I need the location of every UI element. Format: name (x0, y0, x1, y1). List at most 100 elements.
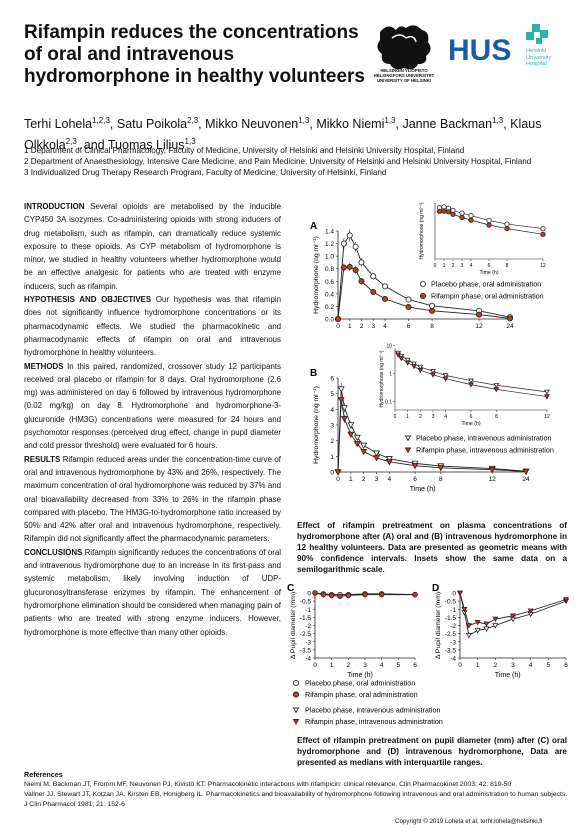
y-tick-label: 1.2 (325, 241, 334, 248)
data-point (469, 213, 473, 217)
data-point (353, 244, 358, 249)
series-0 (335, 383, 529, 475)
data-point (342, 416, 348, 421)
data-point (406, 297, 411, 302)
inset-x-tick-label: 4 (470, 263, 473, 269)
data-point (359, 279, 364, 284)
section-heading: METHODS (24, 362, 63, 371)
legend-label: Rifampin phase, intravenous administrati… (305, 717, 443, 726)
author-affiliation: 1,2,3 (92, 116, 110, 125)
y-tick-label: -3.5 (445, 647, 457, 654)
author-affiliation: 2,3 (187, 116, 198, 125)
y-tick-label: 0.0 (325, 317, 334, 324)
section: METHODS In this paired, randomized, cros… (24, 360, 281, 453)
data-point (406, 304, 411, 309)
author-name: Satu Poikola (117, 117, 187, 131)
data-point (371, 289, 376, 294)
data-point (347, 233, 352, 238)
inset-x-tick-label: 6 (470, 414, 473, 420)
data-point (371, 274, 376, 279)
author-affiliation: 1,3 (492, 116, 503, 125)
x-tick-label: 5 (397, 662, 401, 669)
data-point (443, 377, 447, 381)
inset-x-tick-label: 12 (540, 263, 546, 269)
data-point (469, 379, 473, 383)
inset-series-0 (437, 205, 545, 231)
affiliation-list: 1 Department of Clinical Pharmacology, F… (24, 145, 569, 178)
inset-x-tick-label: 6 (488, 263, 491, 269)
author-name: Terhi Lohela (24, 117, 92, 131)
data-point (361, 449, 367, 454)
university-logo: HELSINGIN YLIOPISTO HELSINGFORS UNIVERSIT… (370, 20, 438, 92)
inset-y-tick-label: 10 (386, 343, 392, 349)
data-point (338, 387, 344, 392)
data-point (293, 680, 298, 685)
caption-cd: Effect of rifampin pretreatment on pupil… (297, 735, 567, 768)
panel-label: D (432, 583, 439, 594)
y-tick-label: -0.5 (300, 599, 312, 606)
y-tick-label: 3 (330, 423, 334, 430)
x-axis-label: Time (h) (410, 486, 436, 493)
x-tick-label: 3 (363, 662, 367, 669)
data-point (418, 368, 422, 372)
y-tick-label: -2.5 (445, 631, 457, 638)
panel-label: B (310, 368, 317, 379)
y-axis-label: Δ Pupil diameter (mm) (435, 592, 442, 659)
data-point (545, 395, 549, 399)
data-point (361, 443, 367, 448)
legend: Placebo phase, intravenous administratio… (405, 434, 553, 455)
inset-x-tick-label: 0 (434, 263, 437, 269)
data-point (437, 209, 441, 213)
series-line (338, 389, 526, 472)
inset: 0 1 2 3 4 6 8 12Time (h)Hydromorphone (ng ml⁻¹) (419, 202, 546, 276)
data-point (374, 451, 380, 456)
y-tick-label: 1.0 (325, 254, 334, 261)
x-tick-label: 6 (407, 323, 411, 330)
data-point (429, 308, 434, 313)
series-1 (458, 591, 569, 628)
section: CONCLUSIONS Rifampin significantly reduc… (24, 546, 281, 639)
x-tick-label: 2 (362, 476, 366, 483)
inset-series-1 (437, 209, 545, 237)
data-point (420, 293, 425, 298)
inset-x-tick-label: 12 (544, 414, 550, 420)
x-tick-label: 5 (547, 662, 551, 669)
inset-x-tick-label: 0 (394, 414, 397, 420)
data-point (348, 423, 354, 428)
data-point (329, 593, 334, 598)
x-tick-label: 4 (383, 323, 387, 330)
data-point (467, 633, 472, 637)
y-tick-label: -4 (450, 656, 456, 663)
data-point (313, 591, 318, 596)
data-point (413, 592, 418, 597)
data-point (431, 373, 435, 377)
data-point (507, 316, 512, 321)
data-point (487, 223, 491, 227)
data-point (359, 260, 364, 265)
inset: 0 1 2 3 4 6 8 12Time (h)Hydromorphone (ng ml⁻¹)… (379, 343, 550, 427)
data-point (321, 592, 326, 597)
inset-x-tick-label: 2 (419, 414, 422, 420)
x-tick-label: 2 (360, 323, 364, 330)
x-tick-label: 0 (458, 662, 462, 669)
y-tick-label: 5 (330, 391, 334, 398)
y-tick-label: -1 (305, 607, 311, 614)
legend-cd: Placebo phase, oral administration Rifamp… (290, 677, 570, 729)
x-tick-label: 1 (349, 476, 353, 483)
copyright: Copyright © 2019 Lohela et al, terhi.loh… (395, 818, 542, 825)
x-tick-label: 1 (476, 662, 480, 669)
author-affiliation: 1,3 (384, 116, 395, 125)
legend-label: Placebo phase, oral administration (305, 679, 415, 688)
section-heading: HYPOTHESIS AND OBJECTIVES (24, 295, 151, 304)
x-tick-label: 3 (371, 323, 375, 330)
data-point (293, 719, 298, 724)
x-tick-label: 0 (313, 662, 317, 669)
y-tick-label: 0 (330, 470, 334, 477)
data-point (341, 241, 346, 246)
y-axis-label: Hydromorphone (ng ml⁻¹) (313, 236, 320, 314)
hus-text: HUS (448, 34, 511, 67)
data-point (469, 383, 473, 387)
inset-x-tick-label: 3 (432, 414, 435, 420)
data-point (446, 210, 450, 214)
